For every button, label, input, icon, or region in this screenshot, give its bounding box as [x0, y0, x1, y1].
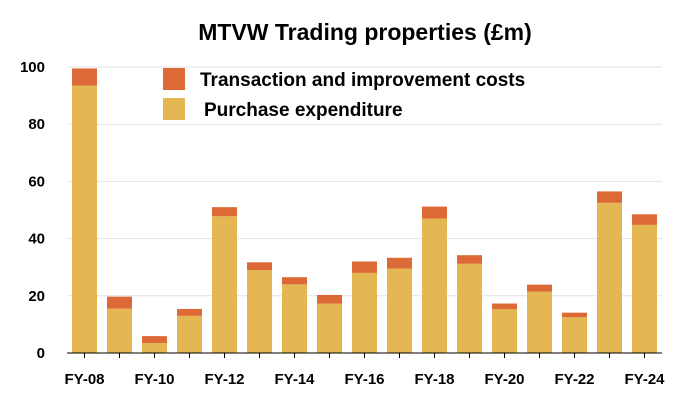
bar-transaction-costs	[72, 68, 97, 86]
x-tick-label: FY-12	[204, 371, 244, 388]
legend-swatch	[163, 68, 185, 90]
x-tick-label: FY-08	[64, 371, 104, 388]
legend-label: Transaction and improvement costs	[200, 70, 525, 91]
chart-title: MTVW Trading properties (£m)	[198, 19, 532, 45]
bar-transaction-costs	[282, 277, 307, 285]
bar-transaction-costs	[457, 255, 482, 264]
bar-purchase-expenditure	[352, 272, 377, 353]
bar-purchase-expenditure	[282, 284, 307, 353]
y-tick-label: 40	[28, 231, 45, 248]
bar-purchase-expenditure	[177, 315, 202, 353]
legend-label: Purchase expenditure	[204, 100, 403, 121]
bar-transaction-costs	[177, 308, 202, 316]
bar-purchase-expenditure	[457, 263, 482, 353]
bar-purchase-expenditure	[107, 308, 132, 353]
bar-purchase-expenditure	[142, 342, 167, 353]
x-tick-label: FY-18	[414, 371, 454, 388]
bar-transaction-costs	[597, 191, 622, 203]
x-tick-label: FY-24	[624, 371, 665, 388]
y-tick-label: 100	[20, 59, 45, 76]
bar-transaction-costs	[247, 262, 272, 271]
axes: 0 20 40 60 80 100 FY-08 FY-10 FY-12 FY-14 FY-16 FY-…	[20, 59, 665, 388]
bar-purchase-expenditure	[387, 268, 412, 353]
legend-swatch	[163, 98, 185, 120]
bar-purchase-expenditure	[562, 317, 587, 353]
y-tick-label: 80	[28, 116, 45, 133]
bar-transaction-costs	[422, 206, 447, 219]
x-tick-label: FY-22	[554, 371, 594, 388]
y-tick-label: 20	[28, 288, 45, 305]
bar-transaction-costs	[352, 261, 377, 273]
bar-transaction-costs	[562, 312, 587, 318]
bar-purchase-expenditure	[212, 216, 237, 353]
x-tick-label: FY-10	[134, 371, 174, 388]
legend: Transaction and improvement costs Purchas…	[163, 68, 525, 121]
bar-transaction-costs	[527, 284, 552, 292]
bar-purchase-expenditure	[527, 291, 552, 353]
gridlines	[67, 66, 662, 297]
bar-transaction-costs	[492, 303, 517, 310]
bar-purchase-expenditure	[72, 85, 97, 353]
bar-purchase-expenditure	[597, 202, 622, 353]
bars	[72, 68, 657, 353]
bar-transaction-costs	[387, 257, 412, 269]
y-tick-label: 60	[28, 173, 45, 190]
x-tick-label: FY-20	[484, 371, 524, 388]
x-tick-label: FY-14	[274, 371, 315, 388]
bar-transaction-costs	[142, 336, 167, 343]
bar-purchase-expenditure	[632, 224, 657, 353]
bar-transaction-costs	[107, 296, 132, 309]
bar-purchase-expenditure	[247, 270, 272, 353]
bar-transaction-costs	[317, 294, 342, 304]
y-tick-label: 0	[37, 345, 45, 362]
bar-purchase-expenditure	[492, 309, 517, 353]
x-tick-label: FY-16	[344, 371, 384, 388]
bar-transaction-costs	[632, 214, 657, 225]
bar-purchase-expenditure	[317, 303, 342, 353]
bar-transaction-costs	[212, 207, 237, 217]
bar-purchase-expenditure	[422, 218, 447, 353]
